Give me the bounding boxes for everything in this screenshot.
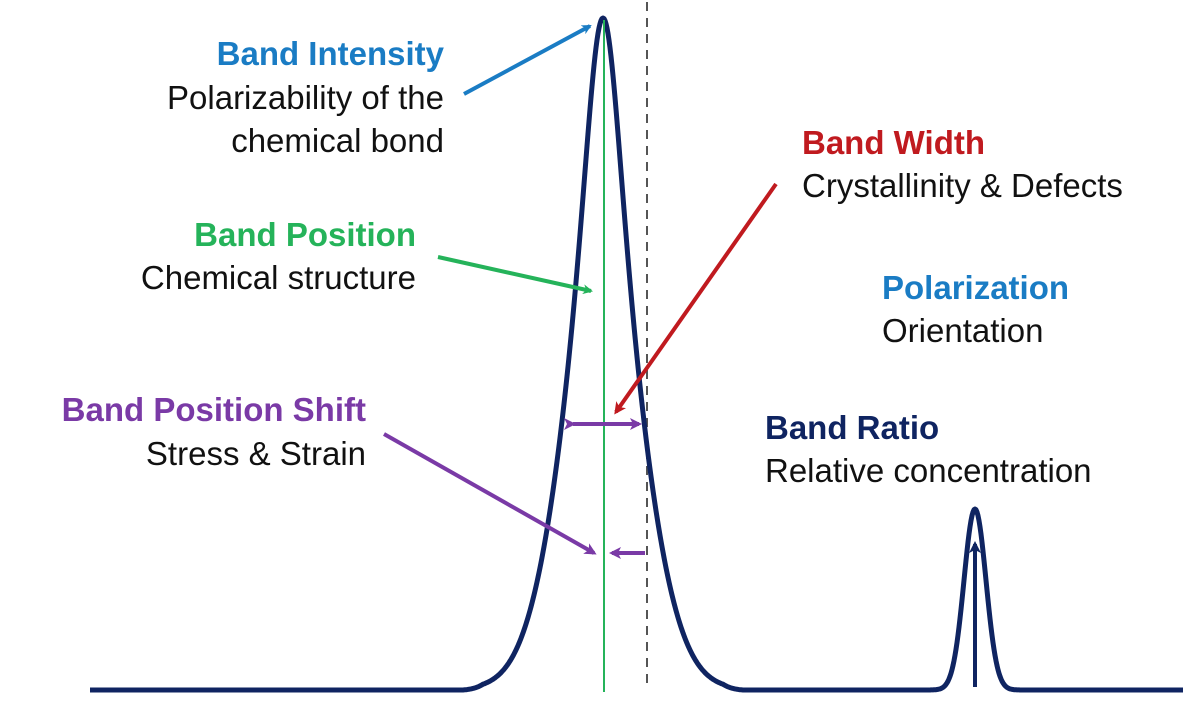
band-position-shift-desc: Stress & Strain <box>145 435 366 472</box>
band-width-desc: Crystallinity & Defects <box>802 167 1123 204</box>
band-ratio-desc: Relative concentration <box>765 452 1092 489</box>
band-position-shift-title: Band Position Shift <box>61 391 366 428</box>
polarization-desc: Orientation <box>882 312 1044 349</box>
band-position-shift-arrow <box>383 432 597 555</box>
spectrum-curve <box>88 15 1185 693</box>
band-width-arrow <box>614 182 778 415</box>
band-position-title: Band Position <box>194 216 416 253</box>
band-width-title: Band Width <box>802 124 985 161</box>
band-position-arrow <box>437 255 593 295</box>
band-intensity-arrow <box>463 24 592 96</box>
band-ratio-title: Band Ratio <box>765 409 940 446</box>
band-intensity-desc-line2: chemical bond <box>231 122 444 159</box>
band-position-desc: Chemical structure <box>140 259 416 296</box>
polarization-title: Polarization <box>882 269 1070 306</box>
band-intensity-title: Band Intensity <box>216 35 444 72</box>
band-intensity-desc-line1: Polarizability of the <box>167 79 444 116</box>
